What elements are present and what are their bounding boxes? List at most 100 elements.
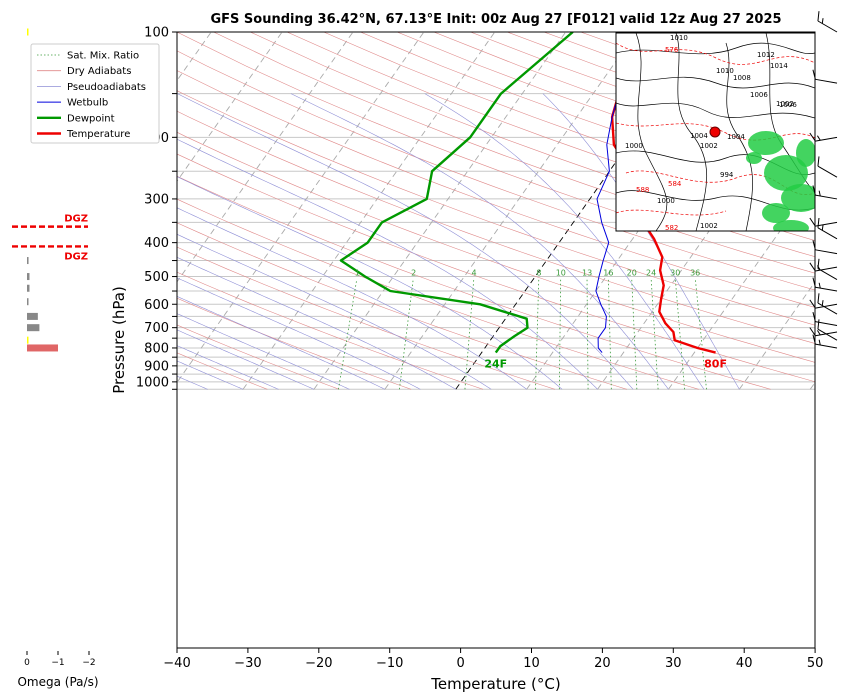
omega-tick-label: 0: [24, 658, 30, 668]
inset-contour: [675, 33, 708, 231]
mixing-ratio-label: 8: [536, 269, 541, 278]
wind-barb: [817, 293, 838, 315]
omega-tick-label: −2: [82, 658, 95, 668]
mixing-ratio-label: 16: [603, 269, 613, 278]
wind-barb: [817, 11, 838, 33]
omega-bar: [27, 312, 38, 320]
pseudoadiabat: [177, 277, 421, 390]
legend-label: Wetbulb: [67, 98, 108, 109]
isotherm-line: [739, 281, 815, 390]
wind-barb-flag: [809, 217, 816, 227]
inset-isobar-label: 576: [665, 46, 679, 54]
inset-isobar-label: 1002: [700, 222, 718, 230]
y-tick-label: 1000: [136, 375, 169, 390]
legend-label: Sat. Mix. Ratio: [67, 51, 139, 62]
x-tick-label: 40: [736, 656, 753, 671]
omega-bar: [27, 273, 30, 281]
wind-barb-half-flag: [821, 300, 824, 306]
inset-isobar-label: 1006: [750, 91, 768, 99]
pseudoadiabat: [424, 93, 705, 390]
wind-barb-staff: [817, 227, 838, 240]
x-tick-label: 30: [665, 656, 682, 671]
x-tick-label: 20: [594, 656, 611, 671]
inset-isobar-label: 584: [668, 180, 682, 188]
wind-barb: [812, 277, 838, 292]
y-tick-label: 700: [144, 321, 169, 336]
omega-bar: [27, 344, 58, 352]
series-dewpoint-line: [339, 32, 574, 354]
mixing-ratio-label: 1: [355, 269, 360, 278]
inset-isobar-label: 1004: [690, 132, 708, 140]
sounding-series: [339, 32, 716, 354]
pseudoadiabat: [177, 93, 634, 390]
omega-axis-label: Omega (Pa/s): [17, 675, 98, 689]
pseudoadiabat: [177, 345, 279, 390]
wind-barb-flag: [817, 258, 820, 269]
wind-barb-flag: [812, 69, 816, 80]
mixing-ratio-label: 13: [582, 269, 592, 278]
mixing-ratio-line: [338, 279, 358, 390]
wind-barb-staff: [815, 78, 838, 84]
omega-tick-label: −1: [51, 658, 64, 668]
wind-barb-staff: [815, 266, 838, 272]
inset-contour: [616, 76, 815, 89]
dgz-label: DGZ: [64, 251, 88, 262]
y-tick-label: 600: [144, 298, 169, 313]
isotherm-line: [242, 32, 496, 390]
legend: Sat. Mix. Ratio Dry Adiabats Pseudoadiabat…: [30, 43, 160, 144]
x-tick-label: −10: [376, 656, 403, 671]
x-tick-label: 0: [456, 656, 464, 671]
wind-barb-flag: [817, 217, 820, 228]
omega-bar: [27, 257, 29, 265]
inset-isobar-label: 582: [665, 224, 678, 232]
inset-isobar-label: 1012: [757, 51, 775, 59]
mixing-ratio-labels: 1 2 4 8 10 13 16 20 24 30 36: [355, 269, 701, 278]
wind-barb: [809, 299, 838, 309]
surface-dewpoint-label: 24F: [484, 358, 507, 371]
inset-precip-area: [764, 155, 808, 191]
series-temperature-line: [610, 32, 716, 354]
isobar-gridlines: [177, 32, 815, 390]
inset-map-frame: [615, 32, 816, 232]
mixing-ratio-label: 24: [646, 269, 656, 278]
wind-barb-staff: [817, 268, 838, 280]
inset-precip-area: [746, 152, 762, 164]
dry-adiabat: [177, 222, 627, 390]
wind-barb: [817, 258, 838, 280]
inset-isobar-label: 1004: [727, 133, 745, 141]
wind-barb: [812, 185, 838, 200]
dry-adiabat: [250, 32, 815, 241]
wind-barbs: [809, 11, 838, 349]
pseudoadiabat: [177, 233, 492, 390]
wind-barb-flag: [809, 262, 816, 272]
omega-bar: [27, 284, 30, 292]
omega-panel: 0 −1 −2 DGZ DGZ Omega (Pa/s): [12, 28, 99, 689]
wind-barb-staff: [815, 249, 838, 255]
wind-barb-half-flag: [821, 224, 824, 231]
wind-barb-staff: [815, 286, 838, 292]
pseudoadiabats: [177, 93, 740, 390]
wind-barb: [812, 69, 838, 84]
inset-height-contour: [616, 209, 727, 216]
chart-title: GFS Sounding 36.42°N, 67.13°E Init: 00z …: [210, 12, 781, 27]
pseudoadiabat: [177, 256, 456, 390]
series-wetbulb-line: [595, 32, 641, 353]
wind-barb: [817, 217, 838, 240]
pseudoadiabat: [177, 176, 563, 390]
dry-adiabat: [177, 324, 340, 390]
wind-barb-staff: [815, 221, 838, 227]
legend-label: Dry Adiabats: [67, 66, 131, 77]
mixing-ratio-label: 20: [627, 269, 637, 278]
inset-isobar-label: 1000: [657, 197, 675, 205]
dry-adiabat: [177, 90, 815, 326]
omega-bar: [27, 28, 29, 36]
y-tick-label: 400: [144, 236, 169, 251]
dgz-label: DGZ: [64, 214, 88, 225]
wind-barb-staff: [815, 136, 838, 142]
wind-barb-half-flag: [821, 18, 824, 24]
inset-contour: [635, 33, 668, 231]
wind-barb-half-flag: [818, 190, 821, 197]
omega-bar: [27, 336, 29, 344]
isotherm-line: [177, 32, 283, 182]
